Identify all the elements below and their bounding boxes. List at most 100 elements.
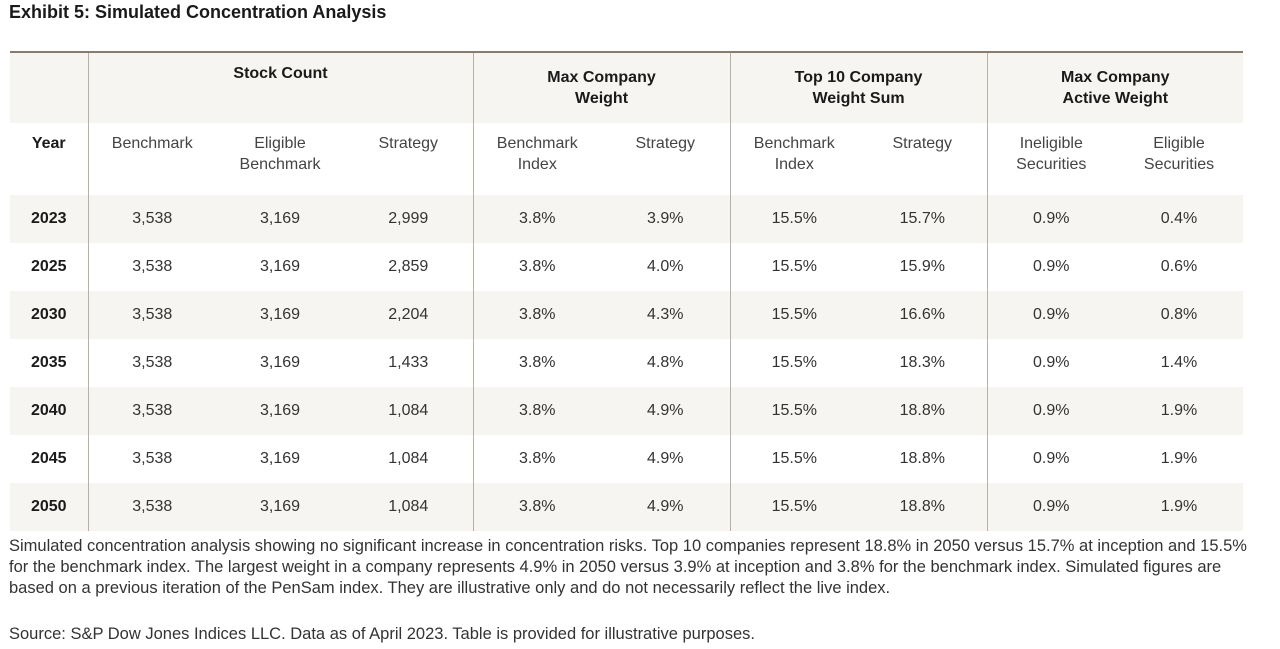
table-cell: 15.5% [729, 243, 859, 291]
table-cell: 3,169 [216, 387, 344, 435]
table-top-rule [10, 51, 1243, 53]
table-cell: 1.9% [1160, 450, 1198, 467]
table-row: 2035 3,538 3,169 1,433 3.8% 4.8% 15.5% 18.3% 0.9… [10, 339, 1243, 387]
table-cell: 2,204 [344, 291, 474, 339]
col-eligible-securities-line1: Eligible [1153, 135, 1205, 152]
col-t10-benchmark-index: Benchmark Index [729, 123, 859, 195]
table-cell: 15.5% [729, 339, 859, 387]
table-cell: 1,084 [388, 450, 429, 467]
exhibit-title: Exhibit 5: Simulated Concentration Analy… [9, 2, 387, 22]
table-cell: 15.5% [729, 195, 859, 243]
table-cell: 3.8% [472, 483, 602, 531]
group-max-company-weight: Max Company Weight [472, 53, 731, 123]
col-year: Year [31, 135, 66, 152]
col-eligible-benchmark-line1: Eligible [254, 135, 306, 152]
table-cell: 3,538 [87, 483, 216, 531]
table-cell: 15.5% [729, 291, 859, 339]
table-cell: 18.3% [899, 354, 945, 371]
table-cell: 18.8% [858, 387, 988, 435]
table-cell: 15.5% [729, 387, 859, 435]
table-cell: 1.4% [1160, 354, 1198, 371]
table-cell: 15.5% [729, 483, 859, 531]
table-row: 2045 3,538 3,169 1,084 3.8% 4.9% 15.5% 18.8% 0.9… [10, 435, 1243, 483]
row-year: 2025 [30, 258, 67, 275]
col-ineligible-securities-line2: Securities [1016, 156, 1087, 173]
group-max-active-weight: Max Company Active Weight [986, 53, 1244, 123]
table-cell: 3,169 [259, 354, 301, 371]
row-year: 2045 [30, 450, 67, 467]
table-cell: 3,538 [87, 435, 216, 483]
table-cell: 3.8% [472, 243, 602, 291]
row-year: 2050 [10, 483, 88, 531]
table-cell: 1,084 [344, 387, 474, 435]
table-cell: 0.9% [986, 387, 1116, 435]
col-eligible-benchmark: Eligible Benchmark [216, 123, 344, 195]
group-top10-weight-sum-line2: Weight Sum [812, 90, 905, 107]
group-max-active-weight-line1: Max Company [1061, 69, 1170, 86]
table-caption: Simulated concentration analysis showing… [9, 537, 1247, 597]
col-t10-benchmark-index-line2: Index [774, 156, 814, 173]
group-max-active-weight-line2: Active Weight [1062, 90, 1169, 107]
table-cell: 4.9% [647, 450, 684, 467]
col-strategy: Strategy [378, 135, 439, 152]
group-stock-count: Stock Count [87, 53, 474, 123]
table-cell: 4.3% [601, 291, 731, 339]
table-cell: 0.9% [986, 483, 1116, 531]
col-eligible-securities: Eligible Securities [1115, 123, 1243, 195]
table-cell: 3.8% [472, 195, 602, 243]
table-cell: 0.6% [1160, 258, 1198, 275]
table-cell: 15.9% [899, 258, 945, 275]
table-cell: 18.8% [858, 483, 988, 531]
col-eligible-securities-line2: Securities [1143, 156, 1215, 173]
table-cell: 3,538 [87, 339, 216, 387]
table-cell: 4.9% [601, 387, 731, 435]
col-benchmark: Benchmark [87, 123, 216, 195]
col-eligible-benchmark-line2: Benchmark [239, 156, 321, 173]
table-cell: 0.8% [1115, 291, 1244, 339]
table-cell: 3.8% [472, 435, 602, 483]
row-year: 2040 [10, 387, 88, 435]
group-top10-weight-sum: Top 10 Company Weight Sum [729, 53, 988, 123]
table-cell: 3,169 [259, 450, 301, 467]
table-row: 2023 3,538 3,169 2,999 3.8% 3.9% 15.5% 15.7% 0.9… [10, 195, 1244, 243]
table-cell: 0.9% [986, 339, 1116, 387]
table-cell: 3,538 [87, 243, 216, 291]
col-mcw-benchmark-index-line1: Benchmark [496, 135, 578, 152]
group-max-company-weight-line2: Weight [575, 90, 629, 107]
group-top10-weight-sum-line1: Top 10 Company [794, 69, 923, 86]
table-cell: 4.0% [647, 258, 684, 275]
table-cell: 0.9% [986, 435, 1116, 483]
table-cell: 3,169 [216, 483, 344, 531]
table-cell: 1,084 [344, 483, 474, 531]
col-t10-strategy: Strategy [892, 135, 953, 152]
table-row: 2040 3,538 3,169 1,084 3.8% 4.9% 15.5% 18.8% 0.9… [10, 387, 1244, 435]
concentration-table: Stock Count Max Company Weight Top 10 Co… [10, 53, 1244, 531]
table-cell: 3.8% [472, 339, 602, 387]
column-header-row: Year Benchmark Eligible Benchmark Strate… [10, 123, 1243, 195]
col-t10-benchmark-index-line1: Benchmark [753, 135, 835, 152]
table-cell: 0.9% [986, 243, 1116, 291]
row-year: 2035 [30, 354, 67, 371]
col-ineligible-securities: Ineligible Securities [986, 123, 1116, 195]
col-mcw-strategy: Strategy [635, 135, 696, 152]
table-body: 2023 3,538 3,169 2,999 3.8% 3.9% 15.5% 15.7% 0.9… [10, 195, 1244, 531]
table-cell: 3.9% [601, 195, 731, 243]
table-cell: 1,433 [388, 354, 429, 371]
table-cell: 3.8% [472, 387, 602, 435]
col-ineligible-securities-line1: Ineligible [1019, 135, 1083, 152]
table-cell: 15.5% [729, 435, 859, 483]
table-cell: 1.9% [1115, 483, 1244, 531]
group-header-row: Stock Count Max Company Weight Top 10 Co… [10, 53, 1244, 123]
table-cell: 3,538 [87, 387, 216, 435]
group-max-company-weight-line1: Max Company [547, 69, 656, 86]
table-cell: 0.9% [986, 291, 1116, 339]
source-note: Source: S&P Dow Jones Indices LLC. Data … [9, 625, 755, 643]
table-cell: 4.9% [601, 483, 731, 531]
table-cell: 3.8% [472, 291, 602, 339]
table-cell: 3,538 [87, 291, 216, 339]
table-cell: 3,538 [87, 195, 216, 243]
col-mcw-benchmark-index-line2: Index [517, 156, 557, 173]
table-cell: 2,999 [344, 195, 474, 243]
row-year: 2023 [10, 195, 88, 243]
table-cell: 0.9% [986, 195, 1116, 243]
